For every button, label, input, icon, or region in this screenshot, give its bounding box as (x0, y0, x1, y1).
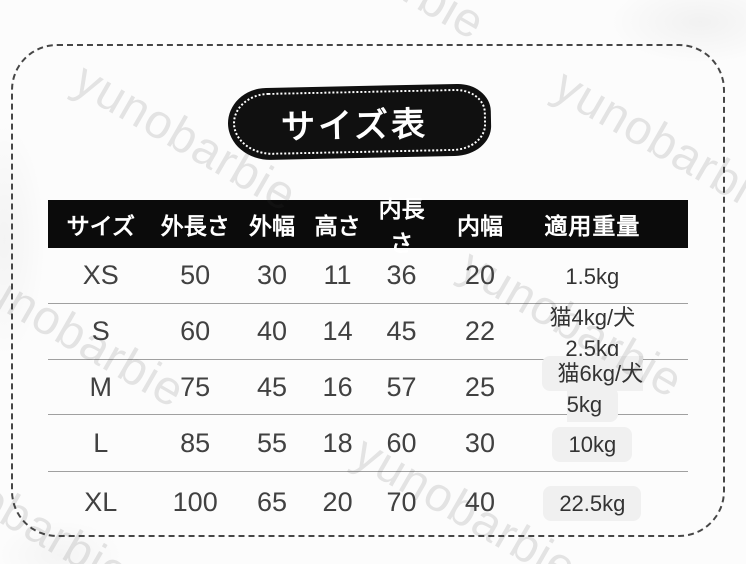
size-row-xs: XS 50 30 11 36 20 1.5kg (48, 248, 688, 304)
header-outer-width: 外幅 (248, 213, 295, 239)
cell-outer-width: 45 (256, 371, 287, 402)
cell-outer-length: 100 (172, 486, 218, 517)
cell-inner-length: 60 (386, 427, 417, 458)
size-chart-title-badge: サイズ表 (227, 83, 492, 161)
cell-height: 16 (322, 371, 353, 402)
cell-height: 11 (323, 260, 352, 290)
header-inner-length: 内長さ (378, 196, 425, 256)
cell-outer-length: 60 (180, 316, 211, 346)
header-size: サイズ (66, 213, 135, 239)
cell-outer-length: 85 (180, 427, 211, 458)
header-outer-length: 外長さ (160, 213, 230, 239)
cell-inner-width: 30 (464, 427, 495, 458)
size-row-s: S 60 40 14 45 22 猫4kg/犬2.5kg (48, 304, 688, 361)
cell-inner-width: 20 (464, 260, 495, 290)
size-row-xl: XL 100 65 20 70 40 22.5kg (48, 472, 688, 532)
cell-height: 18 (322, 427, 353, 458)
size-row-l: L 85 55 18 60 30 10kg (48, 415, 688, 472)
cell-weight: 22.5kg (543, 485, 642, 521)
cell-weight: 1.5kg (565, 264, 620, 289)
cell-outer-length: 75 (180, 371, 211, 402)
cell-size: S (91, 316, 110, 346)
header-weight: 適用重量 (544, 213, 641, 239)
cell-size: XS (82, 260, 119, 290)
header-height: 高さ (314, 213, 361, 239)
cell-weight: 猫6kg/犬5kg (541, 355, 644, 422)
cell-inner-width: 22 (464, 316, 495, 346)
size-table: サイズ 外長さ 外幅 高さ 内長さ 内幅 適用重量 XS 50 30 11 36… (48, 196, 688, 532)
cell-outer-width: 55 (256, 427, 287, 458)
cell-size: L (93, 427, 109, 458)
cell-outer-width: 30 (256, 260, 287, 290)
size-table-header-row: サイズ 外長さ 外幅 高さ 内長さ 内幅 適用重量 (48, 196, 688, 256)
cell-size: M (89, 371, 113, 402)
size-chart-title: サイズ表 (280, 105, 429, 147)
header-inner-width: 内幅 (456, 213, 503, 239)
cell-outer-width: 65 (256, 486, 287, 517)
cell-inner-width: 25 (464, 371, 495, 402)
cell-outer-width: 40 (256, 316, 287, 346)
cell-size: XL (84, 486, 118, 517)
cell-inner-length: 57 (386, 371, 417, 402)
cell-height: 20 (322, 486, 353, 517)
size-row-m: M 75 45 16 57 25 猫6kg/犬5kg (48, 355, 688, 422)
cell-weight: 10kg (552, 426, 633, 462)
cell-height: 14 (322, 316, 353, 346)
cell-inner-length: 36 (386, 260, 417, 290)
cell-weight: 猫4kg/犬2.5kg (549, 305, 636, 361)
cell-inner-width: 40 (464, 486, 495, 517)
cell-inner-length: 45 (386, 316, 417, 346)
cell-outer-length: 50 (180, 260, 211, 290)
cell-inner-length: 70 (386, 486, 417, 517)
dashed-border-frame (11, 44, 725, 537)
